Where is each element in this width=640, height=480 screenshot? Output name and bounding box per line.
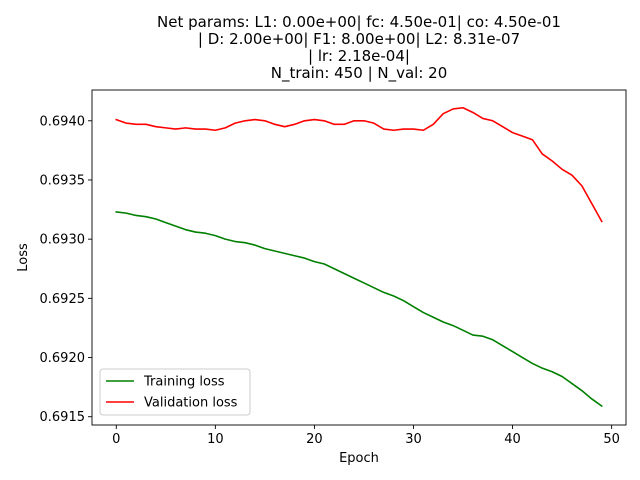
chart-title: Net params: L1: 0.00e+00| fc: 4.50e-01| … (157, 13, 561, 83)
chart-title-line: Net params: L1: 0.00e+00| fc: 4.50e-01| … (157, 13, 561, 31)
series-line-training-loss (115, 211, 603, 408)
y-tick-label: 0.6915 (40, 410, 86, 425)
x-axis-label: Epoch (339, 451, 379, 466)
chart-title-line: N_train: 450 | N_val: 20 (271, 64, 448, 83)
x-tick-label: 0 (112, 432, 120, 447)
axes-frame (91, 89, 627, 426)
chart-title-line: | D: 2.00e+00| F1: 8.00e+00| L2: 8.31e-0… (198, 30, 520, 48)
legend-entry: Validation loss (144, 396, 238, 411)
x-axis-ticks: 0 10 20 30 40 50 (112, 425, 620, 447)
x-tick-label: 30 (405, 432, 422, 447)
y-tick-label: 0.6925 (40, 292, 86, 307)
legend-entry: Training loss (143, 375, 225, 390)
y-tick-label: 0.6920 (40, 351, 86, 366)
x-tick-label: 10 (207, 432, 224, 447)
x-tick-label: 20 (306, 432, 323, 447)
y-tick-label: 0.6935 (40, 173, 86, 188)
x-tick-label: 40 (504, 432, 521, 447)
y-tick-label: 0.6930 (40, 233, 86, 248)
y-axis-label: Loss (16, 243, 31, 272)
y-axis-ticks: 0.6915 0.6920 0.6925 0.6930 0.6935 0.6940 (40, 114, 92, 425)
plot-area (91, 89, 627, 426)
chart-title-line: | lr: 2.18e-04| (308, 47, 410, 65)
series-line-validation-loss (115, 106, 603, 223)
legend: Training loss Validation loss (99, 368, 251, 416)
x-tick-label: 50 (603, 432, 620, 447)
y-tick-label: 0.6940 (40, 114, 86, 129)
legend-box (99, 368, 251, 416)
